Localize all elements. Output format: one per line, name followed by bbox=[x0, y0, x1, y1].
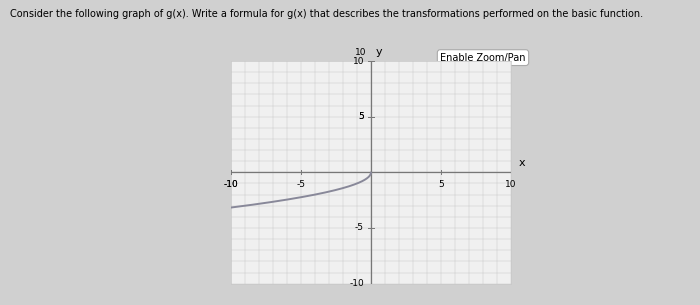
Text: Consider the following graph of g(x). Write a formula for g(x) that describes th: Consider the following graph of g(x). Wr… bbox=[10, 9, 643, 19]
Text: -10: -10 bbox=[223, 180, 239, 189]
Text: -5: -5 bbox=[355, 224, 364, 232]
Text: 10: 10 bbox=[355, 48, 366, 57]
Text: -10: -10 bbox=[349, 279, 364, 288]
Text: 10: 10 bbox=[353, 56, 364, 66]
Text: 5: 5 bbox=[358, 112, 364, 121]
Text: Enable Zoom/Pan: Enable Zoom/Pan bbox=[440, 52, 526, 63]
Text: -10: -10 bbox=[223, 180, 239, 189]
Text: -5: -5 bbox=[297, 180, 305, 189]
Text: 5: 5 bbox=[358, 112, 364, 121]
Text: 5: 5 bbox=[438, 180, 444, 189]
Text: 10: 10 bbox=[505, 180, 517, 189]
Text: y: y bbox=[376, 47, 382, 57]
Text: x: x bbox=[519, 158, 526, 168]
